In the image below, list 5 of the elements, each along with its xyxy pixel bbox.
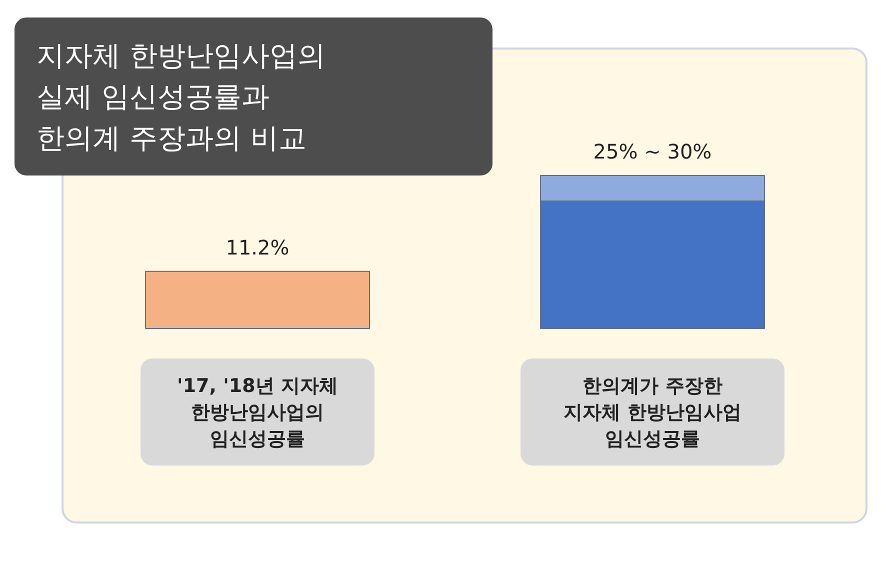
- x-tick-label: '17, '18년 지자체 한방난임사업의 임신성공률: [177, 375, 338, 450]
- chart-title: 지자체 한방난임사업의 실제 임신성공률과 한의계 주장과의 비교: [36, 38, 326, 154]
- data-label: 25% ~ 30%: [593, 140, 712, 164]
- data-label: 11.2%: [226, 235, 290, 260]
- x-tick-label: 한의계가 주장한 지자체 한방난임사업 임신성공률: [564, 375, 742, 450]
